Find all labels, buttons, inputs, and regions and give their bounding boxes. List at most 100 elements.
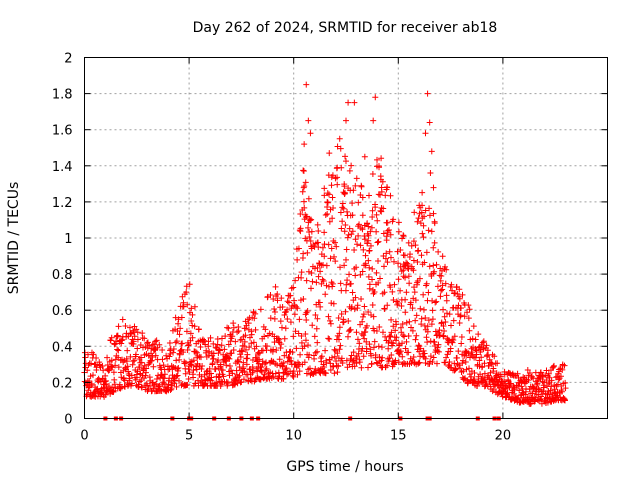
data-point	[540, 384, 547, 391]
data-point	[450, 336, 457, 343]
data-point	[479, 339, 486, 346]
data-point	[111, 381, 118, 388]
data-point	[307, 285, 314, 292]
data-point	[383, 250, 390, 257]
data-point	[229, 370, 236, 377]
data-point	[283, 371, 290, 378]
data-point	[90, 351, 97, 358]
data-point	[468, 373, 475, 380]
data-point	[342, 222, 349, 229]
data-point	[426, 263, 433, 270]
data-point	[201, 337, 208, 344]
data-point	[305, 342, 312, 349]
data-point	[548, 377, 555, 384]
data-point	[206, 365, 213, 372]
data-point	[351, 99, 358, 106]
data-point	[406, 318, 413, 325]
data-point	[537, 396, 544, 403]
data-point	[315, 273, 322, 280]
data-point	[192, 380, 199, 387]
data-point	[403, 338, 410, 345]
data-point	[112, 362, 119, 369]
data-point	[270, 346, 277, 353]
data-point	[412, 317, 419, 324]
data-point	[314, 264, 321, 271]
data-point	[161, 380, 168, 387]
data-point	[331, 253, 338, 260]
data-point	[331, 370, 338, 377]
data-point	[522, 391, 529, 398]
data-point	[516, 387, 523, 394]
data-point	[281, 311, 288, 318]
data-point	[542, 372, 549, 379]
data-point	[301, 359, 308, 366]
data-point	[314, 221, 321, 228]
data-point	[375, 257, 381, 264]
data-point	[381, 289, 388, 296]
data-point	[354, 302, 361, 309]
data-point	[362, 260, 369, 267]
data-point	[554, 381, 561, 388]
data-point	[177, 325, 184, 332]
data-point	[340, 205, 347, 212]
data-point	[224, 324, 231, 331]
data-point	[141, 362, 148, 369]
data-point	[371, 338, 378, 345]
data-point	[279, 362, 286, 369]
data-point	[344, 234, 351, 241]
data-point	[326, 218, 333, 225]
data-point	[374, 217, 381, 224]
data-point	[207, 334, 214, 341]
data-point	[352, 236, 359, 243]
data-point	[439, 282, 446, 289]
data-point	[428, 228, 435, 235]
data-point	[368, 352, 375, 359]
data-point	[405, 333, 412, 340]
data-point	[305, 117, 312, 124]
data-point	[354, 223, 361, 230]
data-point	[347, 280, 354, 287]
data-point	[188, 305, 195, 312]
data-point	[107, 337, 114, 344]
data-point	[302, 330, 309, 337]
data-point	[215, 357, 222, 364]
data-point	[402, 309, 409, 316]
data-point	[377, 191, 384, 198]
data-point	[313, 325, 320, 332]
data-point	[189, 334, 196, 341]
data-point	[384, 227, 391, 234]
chart-title: Day 262 of 2024, SRMTID for receiver ab1…	[193, 20, 498, 36]
data-point	[301, 343, 308, 350]
y-tick-label: 0.2	[52, 376, 73, 391]
data-point	[156, 341, 163, 348]
data-point	[328, 300, 335, 307]
data-point	[326, 150, 333, 157]
data-point	[360, 311, 367, 318]
data-point	[136, 364, 143, 371]
data-point	[159, 356, 166, 363]
data-point	[489, 361, 496, 368]
data-point	[359, 313, 366, 320]
data-point	[341, 262, 348, 269]
data-point	[428, 321, 435, 328]
data-point	[369, 276, 376, 283]
data-point	[412, 297, 419, 304]
data-point	[486, 356, 493, 363]
y-tick-label: 0	[64, 413, 72, 428]
data-point	[207, 370, 214, 377]
data-point	[429, 297, 436, 304]
data-point	[106, 383, 113, 390]
data-point	[331, 353, 338, 360]
data-point	[343, 117, 349, 124]
data-point	[303, 370, 310, 377]
data-point	[318, 353, 325, 360]
data-point	[411, 289, 418, 296]
data-point	[326, 335, 333, 342]
data-point	[272, 283, 279, 290]
data-point	[147, 358, 154, 365]
data-point	[232, 338, 239, 345]
data-point	[235, 358, 242, 365]
data-point	[438, 287, 445, 294]
data-point	[424, 339, 431, 346]
data-point	[423, 334, 430, 341]
